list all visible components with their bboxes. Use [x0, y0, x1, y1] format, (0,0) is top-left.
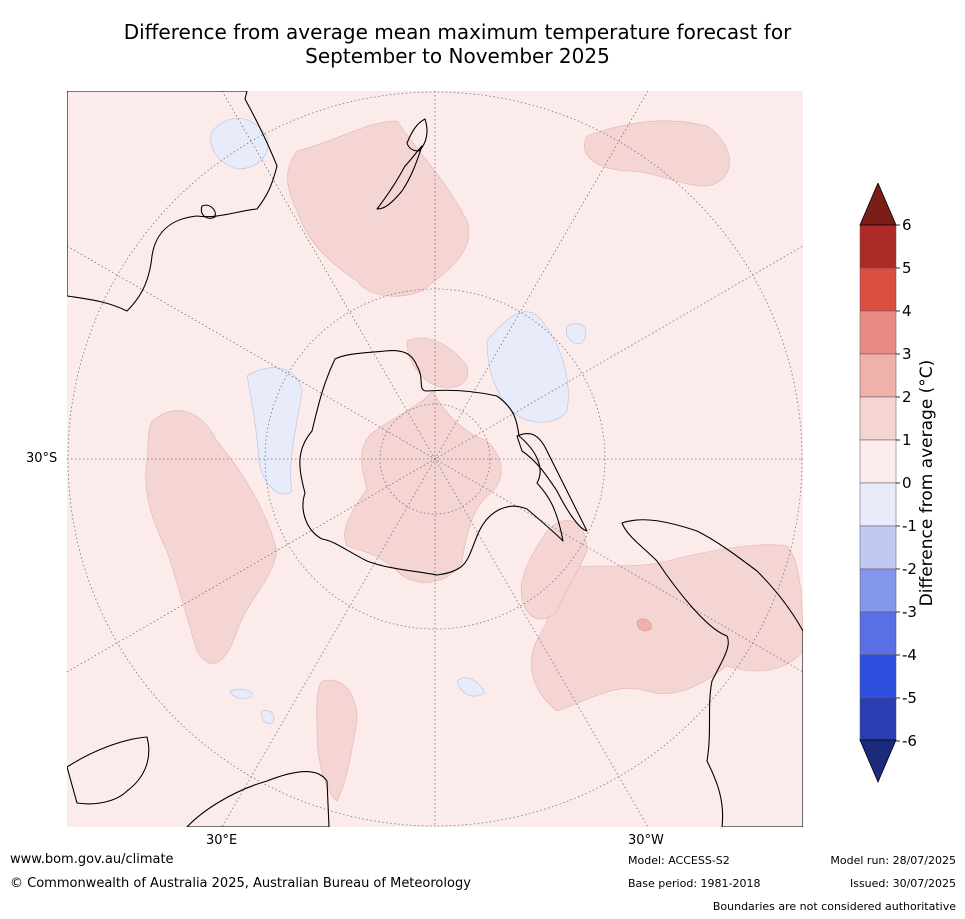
colorbar-tick-label: -2 [902, 560, 917, 578]
south-america-hot-spot [636, 618, 652, 632]
colorbar-tick-label: 3 [902, 345, 912, 363]
title-line-1: Difference from average mean maximum tem… [123, 20, 792, 44]
colorbar-band [859, 224, 897, 269]
colorbar-band [859, 310, 897, 355]
weddell-sea-cool-area [486, 311, 569, 423]
boundary-disclaimer: Boundaries are not considered authoritat… [712, 900, 956, 913]
longitude-label-30w: 30°W [628, 833, 664, 848]
website-link[interactable]: www.bom.gov.au/climate [10, 852, 174, 867]
africa-coastline [67, 736, 150, 805]
south-of-africa-cool-area-1 [456, 677, 486, 697]
antarctic-peninsula-coastline [516, 433, 588, 532]
new-zealand-south-island-coastline [376, 145, 423, 210]
map-title: Difference from average mean maximum tem… [60, 20, 855, 68]
pacific-warm-area [584, 120, 730, 187]
south-of-africa-cool-area-2 [229, 689, 253, 699]
south-of-africa-cool-area-3 [261, 710, 275, 724]
graticule-circle-middle [264, 288, 606, 630]
south-america-coastline [621, 519, 803, 827]
copyright-text: © Commonwealth of Australia 2025, Austra… [10, 876, 471, 891]
anomaly-cool-areas [210, 117, 587, 724]
colorbar-tick-label: 2 [902, 388, 912, 406]
map-panel [67, 91, 803, 827]
polar-map [67, 91, 803, 827]
australia-west-cool-area [210, 117, 269, 170]
colorbar-band [859, 267, 897, 312]
colorbar-band [859, 611, 897, 656]
colorbar-tick-label: 5 [902, 259, 912, 277]
latitude-label-30s: 30°S [26, 451, 58, 466]
south-america-warm-area [531, 544, 803, 712]
colorbar-tick-label: 0 [902, 474, 912, 492]
title-line-2: September to November 2025 [305, 44, 610, 68]
colorbar-tick-label: -4 [902, 646, 917, 664]
colorbar-band [859, 568, 897, 613]
colorbar-tick-label: 4 [902, 302, 912, 320]
model-name: Model: ACCESS-S2 [628, 854, 730, 867]
meridian-60e [67, 245, 803, 673]
ross-sea-warm-area [406, 337, 469, 388]
south-atlantic-cool-area [566, 323, 587, 344]
colorbar-band [859, 439, 897, 484]
colorbar-band [859, 525, 897, 570]
colorbar-band [859, 482, 897, 527]
colorbar-tick-label: 6 [902, 216, 912, 234]
australia-coastline [67, 91, 278, 312]
colorbar-tick-label: -5 [902, 689, 917, 707]
colorbar-ticks: 6 5 4 3 2 1 0 -1 -2 -3 -4 -5 -6 [896, 216, 917, 750]
coastlines [67, 91, 803, 827]
colorbar-tick-label: -3 [902, 603, 917, 621]
indian-ocean-cool-area [246, 367, 303, 495]
colorbar-band [859, 396, 897, 441]
colorbar-band [859, 697, 897, 742]
tasmania-coastline [200, 204, 216, 219]
new-zealand-north-island-coastline [406, 118, 428, 152]
colorbar-title: Difference from average (°C) [917, 359, 937, 607]
colorbar-band [859, 353, 897, 398]
colorbar-under-triangle [859, 739, 897, 783]
base-period: Base period: 1981-2018 [628, 877, 761, 890]
model-run-date: Model run: 28/07/2025 [830, 854, 956, 867]
colorbar-over-triangle [859, 183, 897, 226]
colorbar-tick-label: -6 [902, 732, 917, 750]
colorbar-band [859, 654, 897, 699]
colorbar-tick-label: 1 [902, 431, 912, 449]
antarctica-coastline [299, 349, 564, 576]
graticule [67, 91, 803, 827]
colorbar-tick-label: -1 [902, 517, 917, 535]
colorbar: 6 5 4 3 2 1 0 -1 -2 -3 -4 -5 -6 [859, 183, 917, 783]
indian-ocean-warm-area [145, 410, 278, 664]
south-of-africa-warm-area [316, 679, 358, 802]
issued-date: Issued: 30/07/2025 [849, 877, 956, 890]
longitude-label-30e: 30°E [206, 833, 238, 848]
southern-africa-coastline [186, 770, 330, 827]
colorbar-bands [859, 224, 897, 742]
